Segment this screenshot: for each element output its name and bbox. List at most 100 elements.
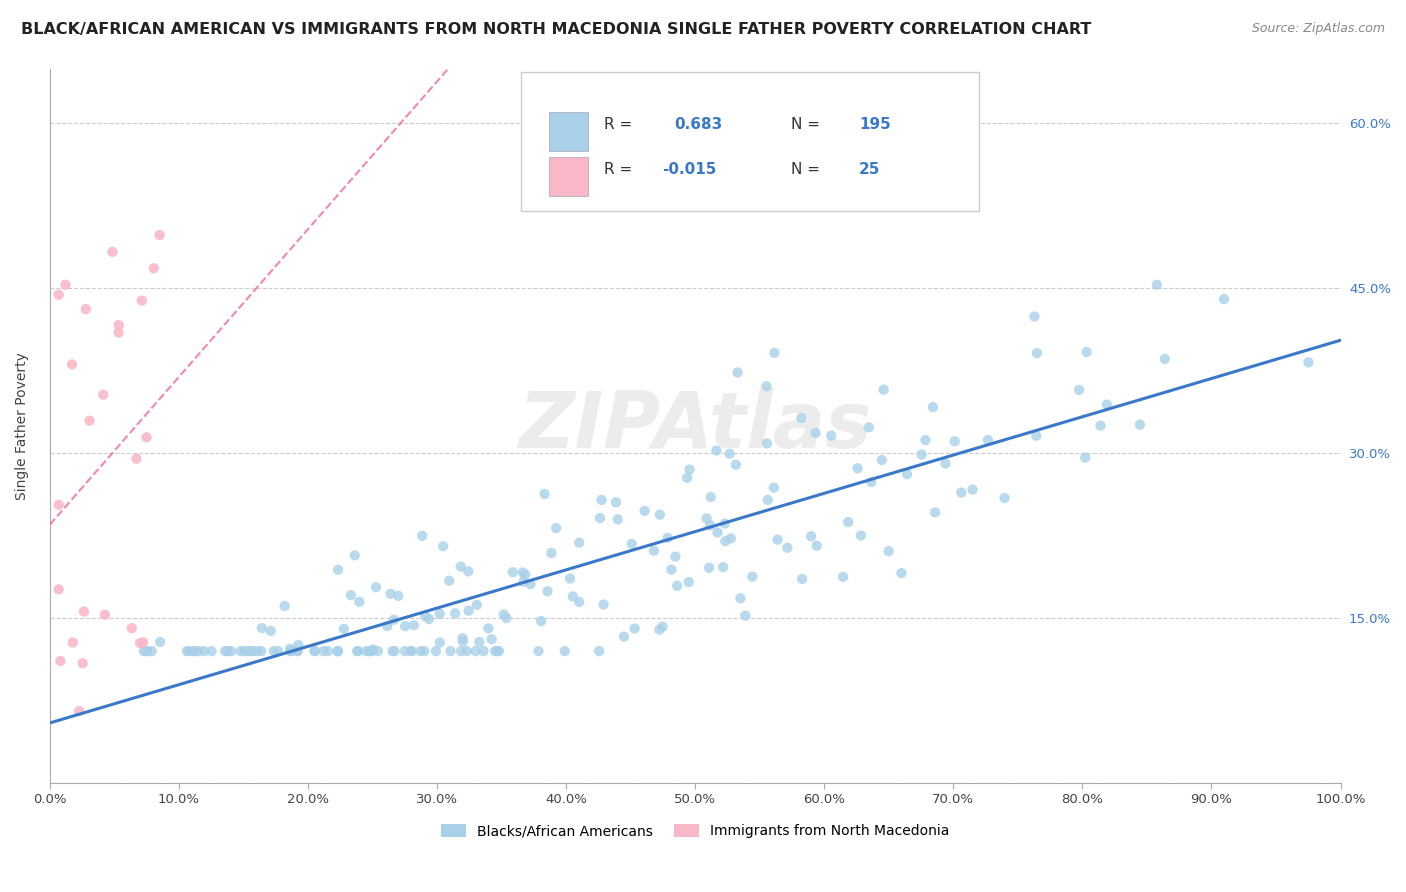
Point	[718, 447, 741, 461]
Point	[229, 644, 252, 658]
Y-axis label: Single Father Poverty: Single Father Poverty	[15, 351, 30, 500]
Point	[724, 458, 747, 472]
Point	[1025, 428, 1047, 442]
Point	[121, 621, 143, 635]
Point	[48, 498, 70, 512]
Point	[546, 521, 568, 535]
Point	[477, 621, 499, 635]
Point	[401, 644, 423, 658]
Point	[484, 644, 506, 658]
Point	[451, 634, 474, 648]
Point	[536, 584, 558, 599]
Point	[1024, 310, 1046, 324]
Point	[409, 644, 432, 658]
Point	[558, 572, 581, 586]
Point	[592, 598, 614, 612]
Point	[872, 383, 894, 397]
Point	[492, 607, 515, 622]
Point	[343, 549, 366, 563]
Point	[304, 644, 326, 658]
Point	[540, 546, 562, 560]
Point	[568, 595, 591, 609]
Point	[79, 414, 101, 428]
Text: 0.683: 0.683	[675, 117, 723, 132]
Point	[183, 644, 205, 658]
Point	[877, 544, 900, 558]
Point	[326, 644, 349, 658]
Point	[561, 590, 583, 604]
Point	[1298, 355, 1320, 369]
Text: R =: R =	[603, 117, 631, 132]
Point	[326, 563, 349, 577]
Point	[962, 483, 984, 497]
Point	[413, 644, 436, 658]
Point	[382, 613, 405, 627]
Point	[246, 644, 269, 658]
FancyBboxPatch shape	[522, 72, 979, 211]
Point	[135, 430, 157, 444]
Point	[696, 511, 718, 525]
Point	[49, 654, 72, 668]
Point	[896, 467, 918, 482]
Bar	[550, 157, 588, 196]
Point	[55, 277, 77, 292]
Point	[589, 511, 612, 525]
Point	[356, 644, 378, 658]
Point	[136, 644, 159, 658]
Point	[605, 495, 627, 509]
Point	[451, 631, 474, 645]
Point	[233, 644, 256, 658]
Bar	[550, 112, 588, 152]
Point	[519, 577, 541, 591]
Point	[149, 635, 172, 649]
Point	[676, 471, 699, 485]
Point	[1074, 450, 1097, 465]
Point	[131, 293, 153, 308]
Point	[1095, 398, 1118, 412]
Point	[623, 622, 645, 636]
Point	[278, 641, 301, 656]
Point	[287, 644, 309, 658]
Point	[741, 569, 763, 583]
Point	[714, 534, 737, 549]
Point	[347, 644, 370, 658]
Point	[792, 572, 814, 586]
Point	[755, 379, 778, 393]
Point	[141, 644, 163, 658]
Point	[620, 537, 643, 551]
Point	[67, 704, 90, 718]
Point	[606, 512, 628, 526]
Point	[72, 657, 94, 671]
Point	[763, 346, 786, 360]
Point	[734, 608, 756, 623]
Point	[340, 588, 363, 602]
Point	[720, 532, 742, 546]
Text: N =: N =	[790, 161, 820, 177]
Point	[1090, 418, 1112, 433]
Point	[75, 302, 97, 317]
Point	[943, 434, 966, 449]
Point	[381, 644, 404, 658]
Point	[697, 560, 720, 574]
Point	[60, 357, 83, 371]
Point	[700, 490, 723, 504]
Point	[730, 591, 752, 606]
Point	[756, 492, 779, 507]
Point	[468, 635, 491, 649]
Point	[349, 595, 371, 609]
Point	[129, 636, 152, 650]
Point	[200, 644, 222, 658]
Point	[149, 227, 172, 242]
Point	[806, 539, 828, 553]
Point	[924, 506, 946, 520]
Point	[48, 582, 70, 597]
Point	[648, 623, 671, 637]
Point	[287, 638, 309, 652]
Point	[527, 644, 550, 658]
Point	[591, 492, 613, 507]
Point	[648, 508, 671, 522]
Point	[260, 624, 283, 638]
Point	[756, 436, 779, 450]
Point	[135, 644, 157, 658]
Point	[273, 599, 295, 613]
